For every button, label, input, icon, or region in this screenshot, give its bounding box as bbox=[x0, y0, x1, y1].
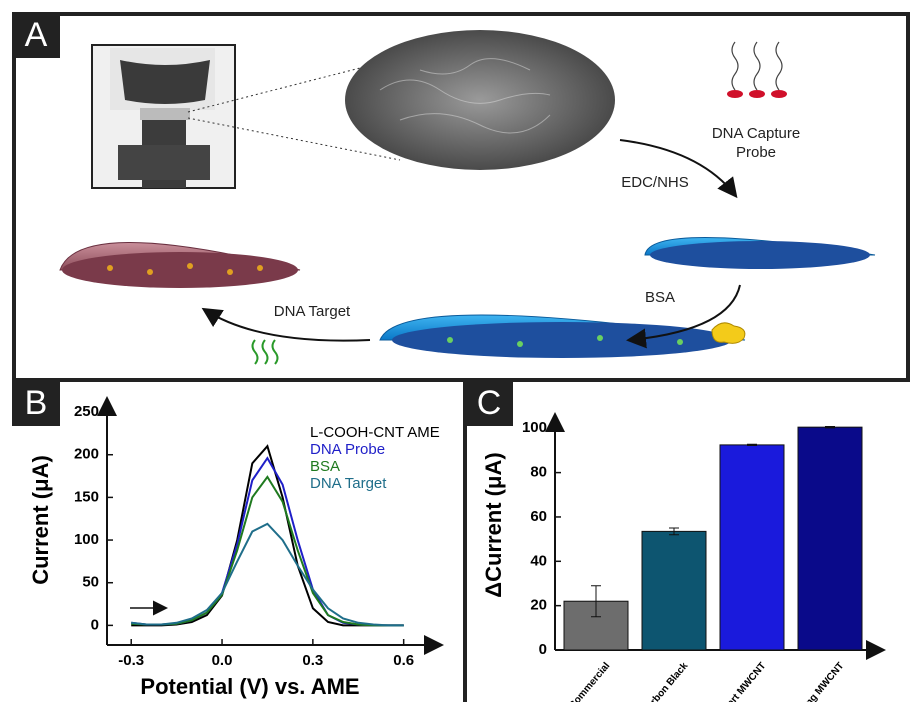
y-tick-label: 150 bbox=[74, 488, 99, 505]
y-tick-label: 50 bbox=[82, 574, 99, 591]
x-tick-label: 0.0 bbox=[212, 652, 233, 669]
line bbox=[131, 446, 404, 625]
panel-label: C bbox=[477, 384, 502, 422]
legend-label: DNA Probe bbox=[310, 441, 385, 458]
y-tick-label: 100 bbox=[74, 531, 99, 548]
panel-label: B bbox=[25, 384, 48, 422]
x-tick-label: 0.3 bbox=[302, 652, 323, 669]
x-tick-label: Short MWCNT bbox=[717, 661, 769, 702]
bar bbox=[798, 427, 862, 650]
y-axis-label: Current (μA) bbox=[28, 455, 53, 585]
line bbox=[131, 477, 404, 626]
y-tick-label: 60 bbox=[530, 508, 547, 525]
x-tick-label: Carbon Black bbox=[640, 660, 690, 702]
x-tick-label: 0.6 bbox=[393, 652, 414, 669]
line bbox=[131, 524, 404, 626]
y-tick-label: 0 bbox=[539, 641, 547, 658]
bar bbox=[720, 445, 784, 650]
y-tick-label: 20 bbox=[530, 597, 547, 614]
x-tick-label: Long MWCNT bbox=[796, 661, 847, 702]
annotation: DNA Target bbox=[274, 303, 351, 320]
figure: DNA Capture Probe EDC/NHS BSA DNA Target… bbox=[0, 0, 910, 702]
y-tick-label: 80 bbox=[530, 464, 547, 481]
y-tick-label: 40 bbox=[530, 552, 547, 569]
y-tick-label: 0 bbox=[91, 616, 99, 633]
legend-label: BSA bbox=[310, 458, 340, 475]
bar bbox=[642, 531, 706, 650]
legend-label: L-COOH-CNT AME bbox=[310, 424, 440, 441]
y-tick-label: 200 bbox=[74, 446, 99, 463]
panel-a-art bbox=[60, 30, 875, 364]
annotation: DNA Capture bbox=[712, 125, 800, 142]
legend-label: DNA Target bbox=[310, 475, 387, 492]
y-axis-label: ΔCurrent (μA) bbox=[481, 452, 506, 597]
annotation: BSA bbox=[645, 289, 675, 306]
y-tick-label: 250 bbox=[74, 403, 99, 420]
x-tick-label: -0.3 bbox=[118, 652, 144, 669]
x-axis-label: Potential (V) vs. AME bbox=[140, 674, 359, 699]
x-tick-label: Commercial bbox=[567, 660, 612, 702]
annotation: Probe bbox=[736, 144, 776, 161]
y-tick-label: 100 bbox=[522, 419, 547, 436]
annotation: EDC/NHS bbox=[621, 174, 689, 191]
panel-label: A bbox=[25, 16, 48, 54]
